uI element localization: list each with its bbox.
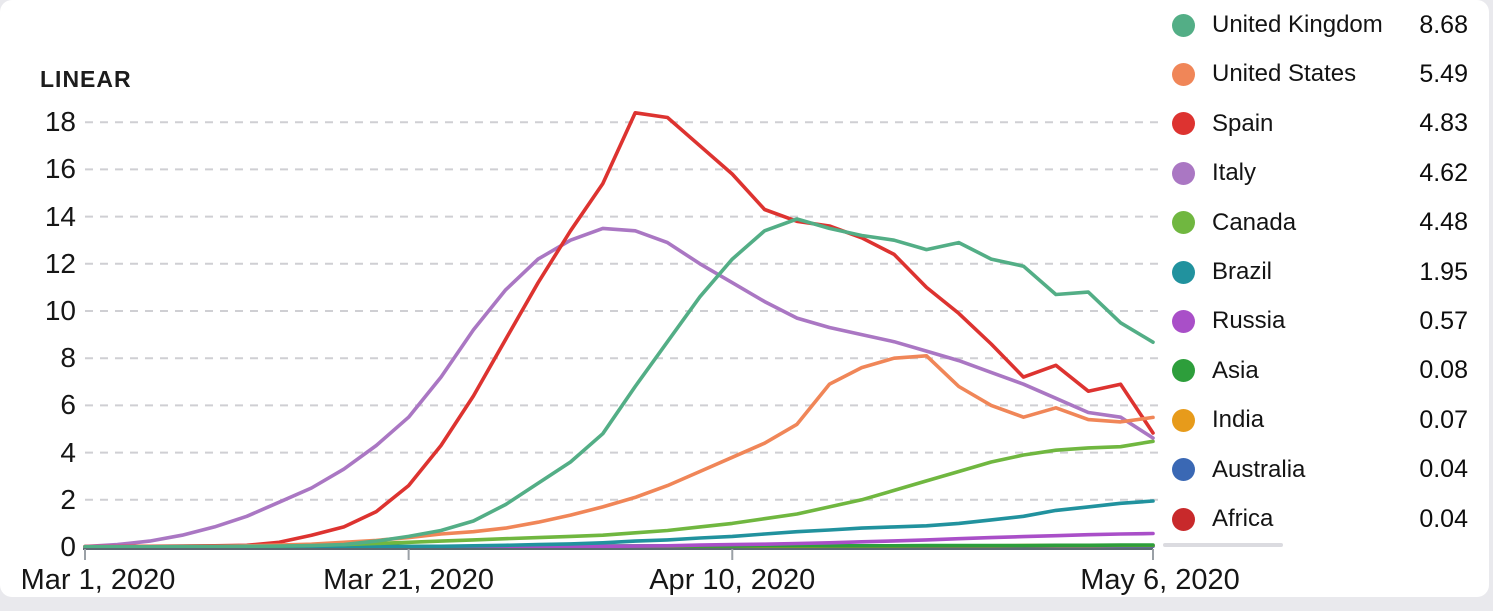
legend-color-dot-icon xyxy=(1172,161,1195,185)
legend-current-value: 4.62 xyxy=(1419,158,1468,187)
chart-card: LINEAR 0 2 4 6 8 10 12 14 16 18 Mar 1, 2020 Mar 21… xyxy=(0,0,1489,597)
legend-current-value: 4.48 xyxy=(1419,208,1468,237)
y-tick-label-8: 8 xyxy=(60,342,76,374)
legend-item-asia[interactable]: Asia 0.08 xyxy=(1158,354,1482,388)
y-tick-label-0: 0 xyxy=(60,531,76,562)
faded-axis-extension xyxy=(1163,543,1283,547)
legend-country-name: United Kingdom xyxy=(1212,11,1383,38)
legend-item-brazil[interactable]: Brazil 1.95 xyxy=(1158,255,1482,289)
legend-current-value: 8.68 xyxy=(1419,10,1468,39)
x-axis xyxy=(83,548,1154,560)
x-tick-label-mar-21-2020: Mar 21, 2020 xyxy=(323,564,495,596)
y-tick-label-6: 6 xyxy=(60,389,76,421)
legend-item-italy[interactable]: Italy 4.62 xyxy=(1158,156,1482,190)
scale-toggle-label[interactable]: LINEAR xyxy=(40,66,132,92)
series-line-spain xyxy=(83,111,1155,549)
legend-color-dot-icon xyxy=(1172,458,1195,482)
legend-item-russia[interactable]: Russia 0.57 xyxy=(1158,304,1482,338)
series-line-canada xyxy=(83,439,1155,549)
legend-current-value: 0.04 xyxy=(1419,455,1468,484)
y-tick-label-10: 10 xyxy=(44,295,76,326)
legend-country-name: Asia xyxy=(1212,356,1259,384)
y-tick-label-4: 4 xyxy=(60,436,76,468)
legend-country-name: Australia xyxy=(1212,455,1306,483)
y-tick-label-2: 2 xyxy=(60,483,76,515)
y-tick-label-12: 12 xyxy=(44,247,76,279)
series-line-brazil xyxy=(83,499,1155,549)
series-line-italy xyxy=(83,226,1155,549)
legend-color-dot-icon xyxy=(1172,13,1195,37)
legend-color-dot-icon xyxy=(1172,62,1195,86)
legend-country-name: Spain xyxy=(1212,109,1274,137)
legend-current-value: 0.07 xyxy=(1419,405,1468,434)
legend-country-name: Africa xyxy=(1212,505,1274,532)
legend-color-dot-icon xyxy=(1172,507,1195,531)
legend-country-name: Italy xyxy=(1212,159,1257,187)
legend-item-africa[interactable]: Africa 0.04 xyxy=(1158,502,1482,536)
legend-item-spain[interactable]: Spain 4.83 xyxy=(1158,107,1482,141)
legend-country-name: Russia xyxy=(1212,307,1286,335)
y-tick-label-18: 18 xyxy=(44,106,76,138)
legend-color-dot-icon xyxy=(1172,211,1195,235)
y-tick-label-16: 16 xyxy=(44,153,76,185)
legend-country-name: India xyxy=(1212,406,1265,434)
legend-current-value: 0.04 xyxy=(1419,504,1468,533)
gridlines xyxy=(85,121,1158,501)
legend-item-india[interactable]: India 0.07 xyxy=(1158,403,1482,437)
legend-color-dot-icon xyxy=(1172,359,1195,383)
legend-current-value: 0.57 xyxy=(1419,306,1468,335)
legend-color-dot-icon xyxy=(1172,112,1195,136)
legend-item-australia[interactable]: Australia 0.04 xyxy=(1158,453,1482,487)
legend-color-dot-icon xyxy=(1172,260,1195,284)
x-tick-label-apr-10-2020: Apr 10, 2020 xyxy=(649,564,816,596)
x-tick-label-mar-1-2020: Mar 1, 2020 xyxy=(20,564,176,596)
legend-current-value: 1.95 xyxy=(1419,257,1468,286)
legend-current-value: 5.49 xyxy=(1419,59,1468,88)
legend-item-united-states[interactable]: United States 5.49 xyxy=(1158,57,1482,91)
legend-country-name: Canada xyxy=(1212,208,1297,236)
legend-country-name: United States xyxy=(1212,60,1357,88)
legend-item-canada[interactable]: Canada 4.48 xyxy=(1158,206,1482,240)
legend-color-dot-icon xyxy=(1172,408,1195,432)
x-tick-label-may-6-2020: May 6, 2020 xyxy=(1080,564,1240,596)
legend-current-value: 4.83 xyxy=(1419,109,1468,138)
legend-current-value: 0.08 xyxy=(1419,356,1468,385)
legend-country-name: Brazil xyxy=(1212,258,1273,285)
legend-item-united-kingdom[interactable]: United Kingdom 8.68 xyxy=(1158,8,1482,42)
y-tick-label-14: 14 xyxy=(44,200,76,232)
legend-color-dot-icon xyxy=(1172,309,1195,333)
series-line-united-kingdom xyxy=(83,217,1155,549)
